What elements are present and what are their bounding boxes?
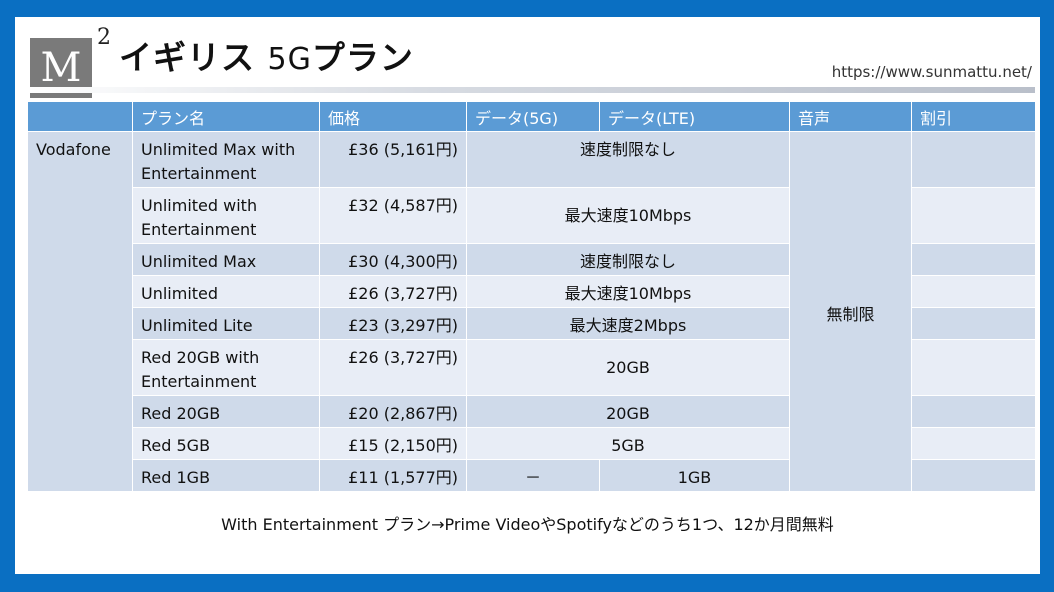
plan-price: £32 (4,587円) bbox=[319, 187, 467, 244]
column-header-discount: 割引 bbox=[911, 101, 1036, 132]
plan-name: Red 20GB with Entertainment bbox=[132, 339, 320, 396]
discount-cell bbox=[911, 339, 1036, 396]
table-row: Red 5GB £15 (2,150円) 5GB bbox=[28, 427, 1036, 460]
plan-data: 速度制限なし bbox=[466, 243, 790, 276]
column-header-price: 価格 bbox=[319, 101, 467, 132]
plan-data: 20GB bbox=[466, 395, 790, 428]
title-suffix: プラン bbox=[311, 38, 414, 77]
voice-cell: 無制限 bbox=[789, 131, 912, 492]
plan-data-5g: － bbox=[466, 459, 600, 492]
plan-data: 速度制限なし bbox=[466, 131, 790, 188]
table-row: Unlimited with Entertainment £32 (4,587円… bbox=[28, 187, 1036, 244]
provider-cell: Vodafone bbox=[27, 131, 133, 492]
plan-name: Red 20GB bbox=[132, 395, 320, 428]
discount-cell bbox=[911, 427, 1036, 460]
table-row: Red 20GB £20 (2,867円) 20GB bbox=[28, 395, 1036, 428]
page-title: イギリス 5Gプラン bbox=[119, 31, 414, 79]
plan-name: Unlimited Lite bbox=[132, 307, 320, 340]
discount-cell bbox=[911, 459, 1036, 492]
title-prefix: イギリス bbox=[119, 38, 255, 77]
plan-price: £11 (1,577円) bbox=[319, 459, 467, 492]
plan-price: £26 (3,727円) bbox=[319, 275, 467, 308]
plan-name: Unlimited Max bbox=[132, 243, 320, 276]
slide: M 2 イギリス 5Gプラン https://www.sunmattu.net/… bbox=[15, 17, 1040, 574]
header-rule bbox=[29, 87, 1035, 93]
plan-name: Unlimited bbox=[132, 275, 320, 308]
column-header-plan: プラン名 bbox=[132, 101, 320, 132]
plan-data-lte: 1GB bbox=[599, 459, 790, 492]
discount-cell bbox=[911, 307, 1036, 340]
plan-data: 最大速度10Mbps bbox=[466, 275, 790, 308]
title-number: 5G bbox=[267, 42, 312, 77]
footer-note: With Entertainment プラン→Prime VideoやSpoti… bbox=[221, 515, 834, 534]
table-header-row: プラン名 価格 データ(5G) データ(LTE) 音声 割引 bbox=[27, 101, 1036, 132]
plan-price: £15 (2,150円) bbox=[319, 427, 467, 460]
table-row: Unlimited £26 (3,727円) 最大速度10Mbps bbox=[28, 275, 1036, 308]
logo-superscript: 2 bbox=[97, 25, 111, 50]
table-row: Red 20GB with Entertainment £26 (3,727円)… bbox=[28, 339, 1036, 396]
column-header-voice: 音声 bbox=[789, 101, 912, 132]
plan-data: 20GB bbox=[466, 339, 790, 396]
column-header bbox=[27, 101, 133, 132]
site-url: https://www.sunmattu.net/ bbox=[831, 63, 1032, 81]
plan-data: 5GB bbox=[466, 427, 790, 460]
table-row: Unlimited Lite £23 (3,297円) 最大速度2Mbps bbox=[28, 307, 1036, 340]
plan-data: 最大速度2Mbps bbox=[466, 307, 790, 340]
plan-name: Unlimited Max with Entertainment bbox=[132, 131, 320, 188]
discount-cell bbox=[911, 131, 1036, 188]
plan-price: £26 (3,727円) bbox=[319, 339, 467, 396]
plan-price: £23 (3,297円) bbox=[319, 307, 467, 340]
plan-name: Red 5GB bbox=[132, 427, 320, 460]
plan-name: Unlimited with Entertainment bbox=[132, 187, 320, 244]
plan-data: 最大速度10Mbps bbox=[466, 187, 790, 244]
table-row: Vodafone Unlimited Max with Entertainmen… bbox=[27, 131, 1036, 492]
plan-price: £20 (2,867円) bbox=[319, 395, 467, 428]
discount-cell bbox=[911, 395, 1036, 428]
plan-table: プラン名 価格 データ(5G) データ(LTE) 音声 割引 Vodafone … bbox=[27, 101, 1036, 492]
table-row: Red 1GB £11 (1,577円) － 1GB bbox=[28, 459, 1036, 492]
plan-price: £36 (5,161円) bbox=[319, 131, 467, 188]
column-header-data-lte: データ(LTE) bbox=[599, 101, 790, 132]
column-header-data-5g: データ(5G) bbox=[466, 101, 600, 132]
table-row: Unlimited Max £30 (4,300円) 速度制限なし bbox=[28, 243, 1036, 276]
discount-cell bbox=[911, 275, 1036, 308]
discount-cell bbox=[911, 243, 1036, 276]
discount-cell bbox=[911, 187, 1036, 244]
plan-name: Red 1GB bbox=[132, 459, 320, 492]
plan-price: £30 (4,300円) bbox=[319, 243, 467, 276]
